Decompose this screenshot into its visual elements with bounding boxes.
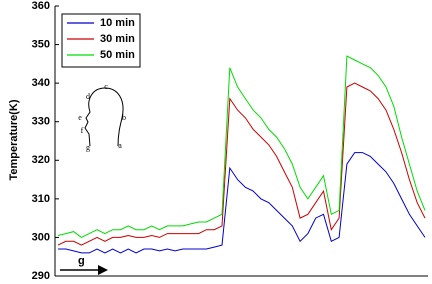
legend-label: 30 min: [100, 33, 135, 45]
y-tick-label: 300: [32, 231, 50, 243]
x-axis-label: g: [78, 255, 85, 267]
y-tick-label: 320: [32, 154, 50, 166]
x-arrow-head: [98, 265, 108, 275]
y-tick-label: 290: [32, 270, 50, 282]
legend-label: 50 min: [100, 49, 135, 61]
y-tick-label: 330: [32, 116, 50, 128]
diagram-label: e: [78, 113, 82, 122]
y-tick-label: 340: [32, 77, 50, 89]
diagram-label: g: [86, 143, 90, 152]
diagram-label: b: [122, 113, 126, 122]
y-tick-label: 350: [32, 38, 50, 50]
y-axis-label: Temperature(K): [8, 99, 20, 180]
diagram-label: f: [81, 126, 84, 135]
series-line: [57, 55, 426, 238]
head-diagram: [84, 87, 124, 147]
series-line: [58, 152, 426, 254]
y-tick-label: 310: [32, 193, 50, 205]
diagram-label: a: [118, 141, 122, 150]
y-tick-label: 360: [32, 0, 50, 12]
diagram-label: d: [86, 92, 90, 101]
legend-label: 10 min: [100, 17, 135, 29]
diagram-label: c: [104, 82, 108, 91]
series-line: [57, 82, 426, 246]
